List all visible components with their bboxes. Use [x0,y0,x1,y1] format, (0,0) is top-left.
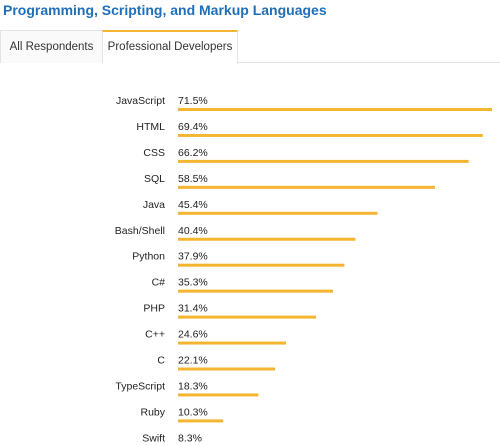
value-label-java: 45.4% [178,199,208,211]
value-label-html: 69.4% [178,121,208,133]
bar-csharp [178,289,333,293]
value-label-typescript: 18.3% [178,380,208,392]
value-label-c: 22.1% [178,355,208,367]
category-label-bash-shell: Bash/Shell [115,225,165,237]
bar-java [178,211,378,215]
category-label-ruby: Ruby [140,406,165,418]
value-label-css: 66.2% [178,147,208,159]
value-label-python: 37.9% [178,251,208,263]
respondent-tabs: All Respondents Professional Developers [0,30,500,64]
category-label-html: HTML [136,121,165,133]
bar-python [178,263,345,267]
tab-all-respondents[interactable]: All Respondents [0,30,102,63]
tabs-divider [0,62,500,63]
bar-javascript [178,108,492,111]
category-label-swift: Swift [142,432,165,444]
category-label-javascript: JavaScript [116,95,165,107]
bar-html [178,133,483,137]
bar-sql [178,185,435,189]
category-label-c: C [157,355,165,367]
category-label-typescript: TypeScript [115,380,165,392]
bar-ruby [178,419,224,423]
value-label-bash-shell: 40.4% [178,225,208,237]
value-label-csharp: 35.3% [178,277,208,289]
category-label-python: Python [132,251,165,263]
category-label-css: CSS [143,147,165,159]
value-label-swift: 8.3% [178,432,202,444]
category-label-cpp: C++ [145,329,165,341]
bar-php [178,315,316,319]
bar-bash-shell [178,237,356,241]
category-label-php: PHP [143,303,165,315]
bar-cpp [178,341,286,345]
value-label-sql: 58.5% [178,173,208,185]
category-label-java: Java [143,199,165,211]
bar-typescript [178,393,259,397]
page-title: Programming, Scripting, and Markup Langu… [3,2,327,18]
category-label-sql: SQL [144,173,165,185]
value-label-php: 31.4% [178,303,208,315]
bar-c [178,367,276,371]
tab-professional-developers[interactable]: Professional Developers [102,30,238,64]
bar-css [178,159,469,163]
value-label-ruby: 10.3% [178,406,208,418]
value-label-cpp: 24.6% [178,329,208,341]
category-label-csharp: C# [152,277,166,289]
value-label-javascript: 71.5% [178,95,208,107]
